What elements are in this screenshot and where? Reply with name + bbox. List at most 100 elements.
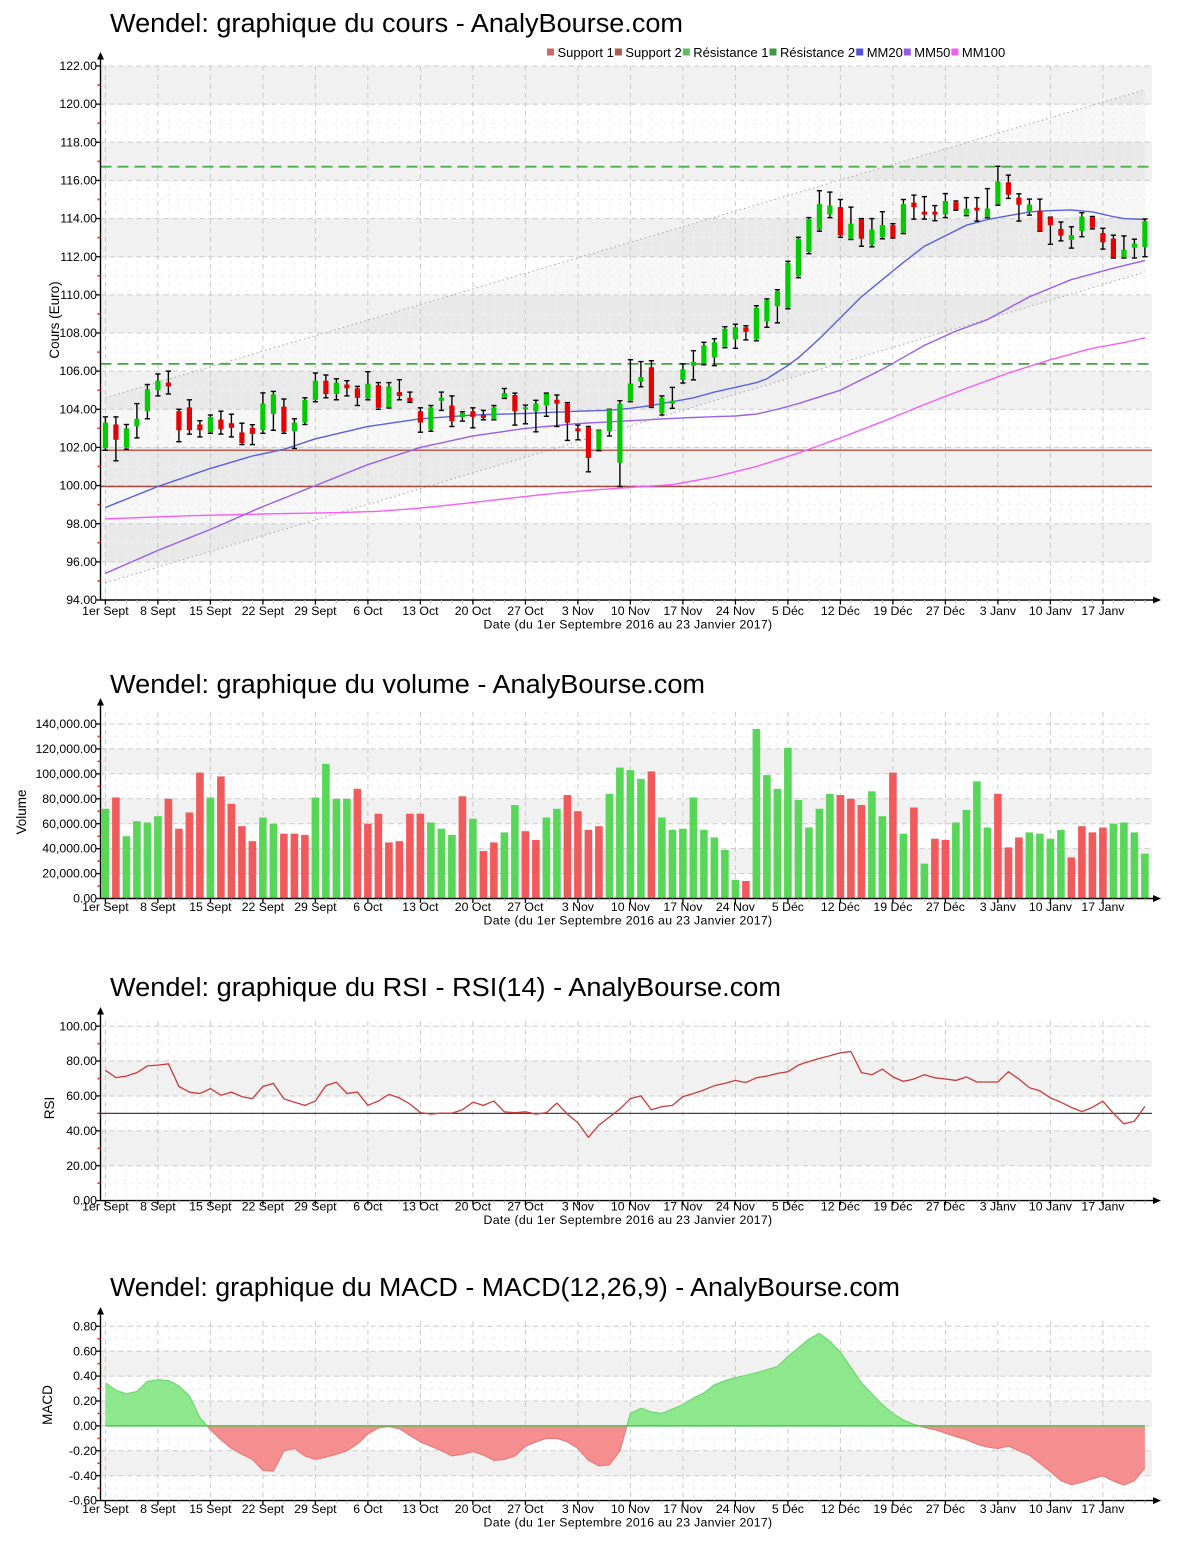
svg-text:1er Sept: 1er Sept [82,604,129,618]
svg-text:8 Sept: 8 Sept [140,900,176,914]
svg-text:0.60: 0.60 [73,1344,97,1358]
svg-text:17 Nov: 17 Nov [663,900,703,914]
svg-text:RSI: RSI [42,1097,57,1120]
svg-text:Wendel: graphique du RSI - RSI: Wendel: graphique du RSI - RSI(14) - Ana… [110,974,781,1002]
svg-text:Support 2: Support 2 [625,45,681,60]
svg-text:MACD: MACD [40,1385,55,1425]
svg-text:3 Janv: 3 Janv [980,604,1017,618]
svg-text:27 Déc: 27 Déc [926,604,965,618]
svg-text:100,000.00: 100,000.00 [35,767,97,781]
svg-text:3 Nov: 3 Nov [562,1502,595,1516]
svg-text:10 Janv: 10 Janv [1029,1200,1073,1214]
svg-text:27 Oct: 27 Oct [507,604,544,618]
svg-text:-0.60: -0.60 [69,1494,97,1508]
svg-text:108.00: 108.00 [59,326,97,340]
svg-text:15 Sept: 15 Sept [189,900,232,914]
svg-text:3 Nov: 3 Nov [562,604,595,618]
svg-text:20.00: 20.00 [66,1159,97,1173]
svg-text:116.00: 116.00 [60,174,97,188]
svg-text:40.00: 40.00 [66,1124,97,1138]
svg-text:110.00: 110.00 [60,288,97,302]
svg-text:0.00: 0.00 [73,1194,97,1208]
svg-text:12 Déc: 12 Déc [821,900,860,914]
svg-text:20 Oct: 20 Oct [455,1502,492,1516]
svg-text:24 Nov: 24 Nov [716,1502,756,1516]
svg-text:5 Déc: 5 Déc [772,1200,804,1214]
svg-text:27 Déc: 27 Déc [926,1200,965,1214]
svg-text:MM20: MM20 [867,45,903,60]
svg-text:17 Nov: 17 Nov [663,1502,703,1516]
svg-text:3 Janv: 3 Janv [980,1200,1017,1214]
svg-text:5 Déc: 5 Déc [772,604,804,618]
svg-text:17 Nov: 17 Nov [663,1200,703,1214]
svg-text:0.00: 0.00 [73,1419,97,1433]
svg-text:60.00: 60.00 [66,1089,97,1103]
svg-text:Wendel: graphique du volume -: Wendel: graphique du volume - AnalyBours… [110,671,705,699]
svg-text:22 Sept: 22 Sept [242,1502,285,1516]
svg-text:22 Sept: 22 Sept [242,1200,285,1214]
svg-text:118.00: 118.00 [60,135,97,149]
svg-text:17 Janv: 17 Janv [1081,604,1125,618]
svg-text:6 Oct: 6 Oct [353,1200,383,1214]
svg-text:27 Oct: 27 Oct [507,900,544,914]
svg-text:10 Nov: 10 Nov [611,604,651,618]
svg-text:Cours (Euro): Cours (Euro) [47,281,62,358]
svg-text:3 Janv: 3 Janv [980,900,1017,914]
svg-text:100.00: 100.00 [59,479,97,493]
svg-text:12 Déc: 12 Déc [821,1502,860,1516]
svg-text:Date (du 1er Septembre 2016 au: Date (du 1er Septembre 2016 au 23 Janvie… [484,914,773,928]
svg-text:17 Janv: 17 Janv [1081,1502,1125,1516]
svg-text:22 Sept: 22 Sept [242,604,285,618]
svg-text:Wendel: graphique du MACD - MA: Wendel: graphique du MACD - MACD(12,26,9… [110,1274,900,1302]
svg-text:20 Oct: 20 Oct [455,604,492,618]
svg-text:10 Janv: 10 Janv [1029,900,1073,914]
svg-text:15 Sept: 15 Sept [189,1502,232,1516]
svg-text:13 Oct: 13 Oct [402,604,439,618]
svg-text:24 Nov: 24 Nov [716,900,756,914]
svg-text:40,000.00: 40,000.00 [42,842,97,856]
svg-text:13 Oct: 13 Oct [402,1200,439,1214]
svg-text:100.00: 100.00 [59,1019,97,1033]
svg-text:19 Déc: 19 Déc [873,1200,912,1214]
svg-text:1er Sept: 1er Sept [82,1502,129,1516]
svg-text:122.00: 122.00 [59,59,97,73]
svg-text:140,000.00: 140,000.00 [35,717,97,731]
svg-text:12 Déc: 12 Déc [821,604,860,618]
svg-text:94.00: 94.00 [66,593,97,607]
svg-text:8 Sept: 8 Sept [140,604,176,618]
svg-text:29 Sept: 29 Sept [294,604,337,618]
svg-text:3 Janv: 3 Janv [980,1502,1017,1516]
svg-text:10 Nov: 10 Nov [611,1502,651,1516]
svg-text:10 Nov: 10 Nov [611,900,651,914]
svg-text:Wendel: graphique du cours - A: Wendel: graphique du cours - AnalyBourse… [110,10,683,38]
svg-text:0.20: 0.20 [73,1394,97,1408]
svg-text:6 Oct: 6 Oct [353,604,383,618]
svg-text:20,000.00: 20,000.00 [42,867,97,881]
svg-text:1er Sept: 1er Sept [82,1200,129,1214]
svg-text:27 Oct: 27 Oct [507,1502,544,1516]
svg-text:3 Nov: 3 Nov [562,1200,595,1214]
svg-text:96.00: 96.00 [66,555,97,569]
svg-text:98.00: 98.00 [66,517,97,531]
svg-text:Résistance 1: Résistance 1 [693,45,768,60]
svg-text:20 Oct: 20 Oct [455,900,492,914]
svg-text:13 Oct: 13 Oct [402,900,439,914]
svg-text:10 Janv: 10 Janv [1029,1502,1073,1516]
svg-text:19 Déc: 19 Déc [873,1502,912,1516]
svg-text:8 Sept: 8 Sept [140,1200,176,1214]
svg-text:3 Nov: 3 Nov [562,900,595,914]
svg-text:10 Nov: 10 Nov [611,1200,651,1214]
svg-text:5 Déc: 5 Déc [772,1502,804,1516]
svg-text:Date (du 1er Septembre 2016 au: Date (du 1er Septembre 2016 au 23 Janvie… [484,618,773,632]
svg-text:29 Sept: 29 Sept [294,1200,337,1214]
svg-text:102.00: 102.00 [59,441,97,455]
svg-text:5 Déc: 5 Déc [772,900,804,914]
svg-text:10 Janv: 10 Janv [1029,604,1073,618]
svg-text:1er Sept: 1er Sept [82,900,129,914]
svg-text:Volume: Volume [14,789,29,834]
svg-text:19 Déc: 19 Déc [873,604,912,618]
svg-text:MM50: MM50 [914,45,950,60]
svg-text:-0.20: -0.20 [69,1444,97,1458]
svg-text:6 Oct: 6 Oct [353,900,383,914]
svg-text:27 Oct: 27 Oct [507,1200,544,1214]
